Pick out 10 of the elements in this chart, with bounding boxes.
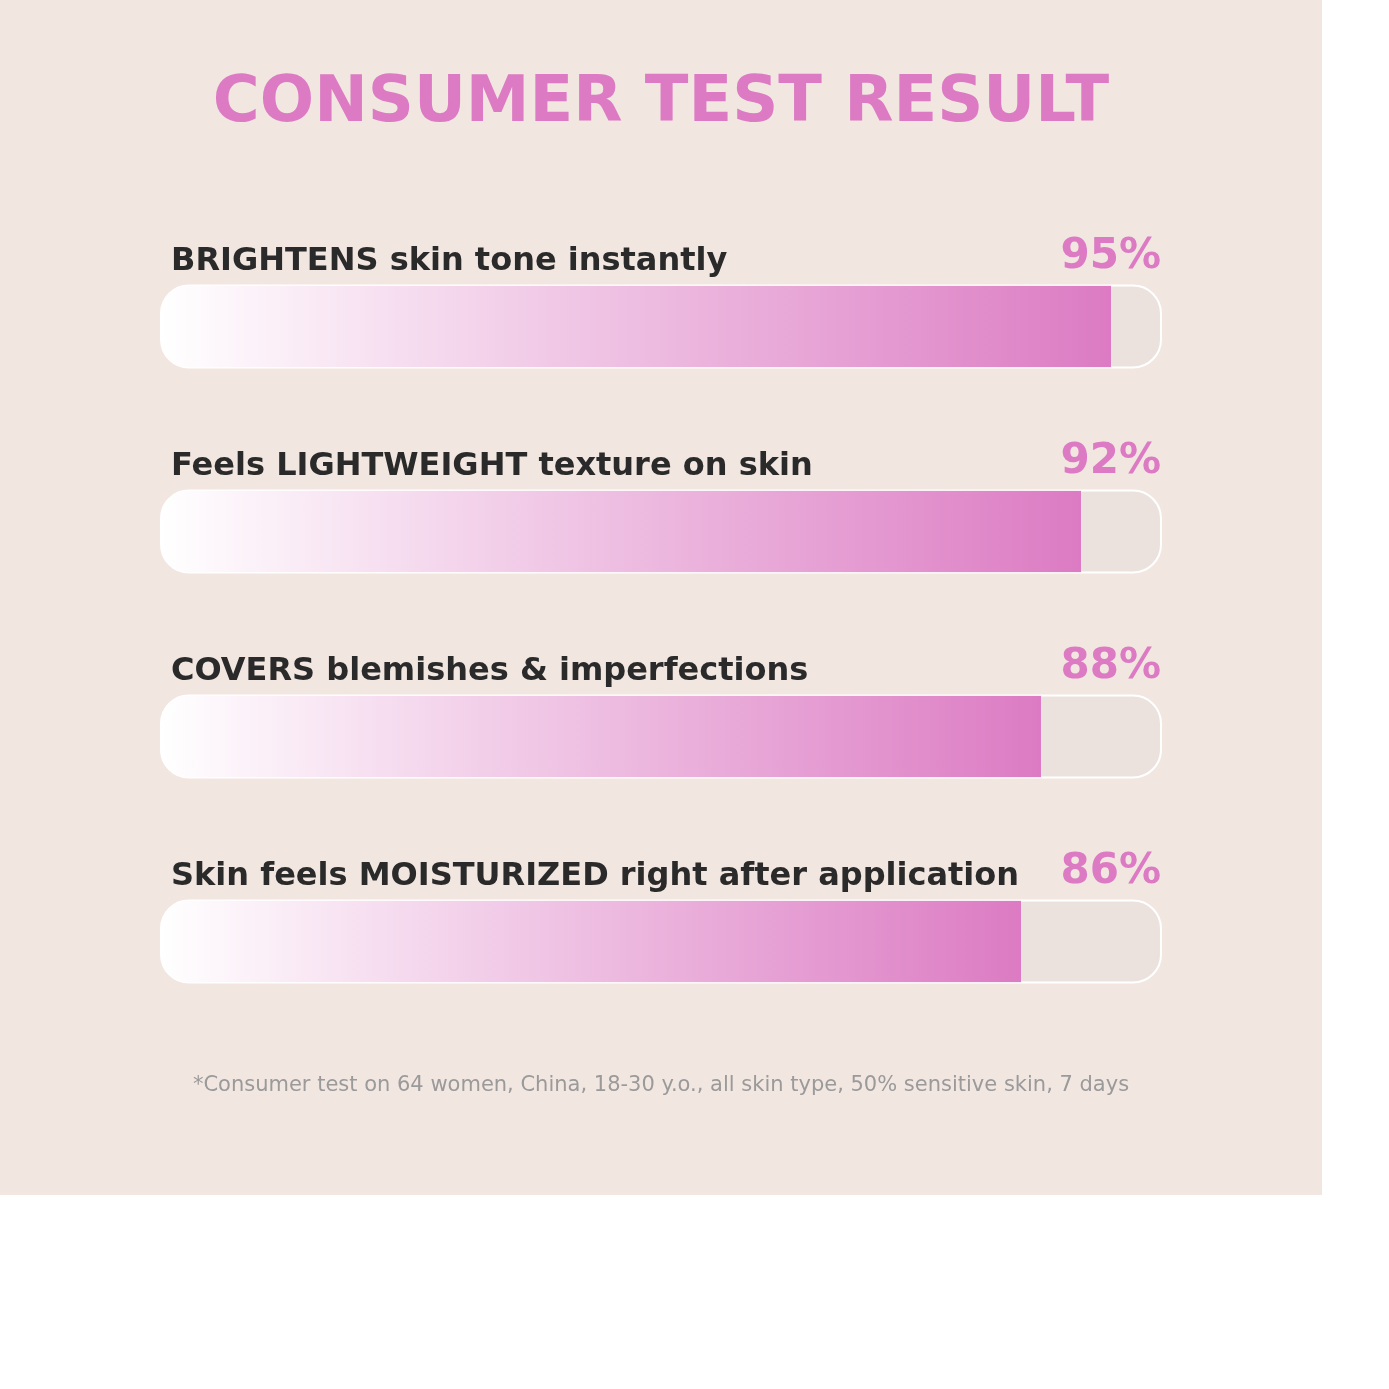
y-tick-label: COVERS blemishes & imperfections xyxy=(171,649,809,688)
y-tick-label: BRIGHTENS skin tone instantly xyxy=(171,239,728,278)
data-label: 86% xyxy=(1060,843,1161,893)
data-label: 92% xyxy=(1060,433,1161,483)
data-label: 95% xyxy=(1060,228,1161,278)
y-tick-label: Feels LIGHTWEIGHT texture on skin xyxy=(171,444,813,483)
data-label: 88% xyxy=(1060,638,1161,688)
y-tick-label: Skin feels MOISTURIZED right after application xyxy=(171,854,1020,893)
chart-title: CONSUMER TEST RESULT xyxy=(212,62,1110,136)
text: *Consumer test on 64 women, China, 18-30 y.o., all skin type, 50% sensitive skin, 7 days xyxy=(192,1072,1130,1096)
